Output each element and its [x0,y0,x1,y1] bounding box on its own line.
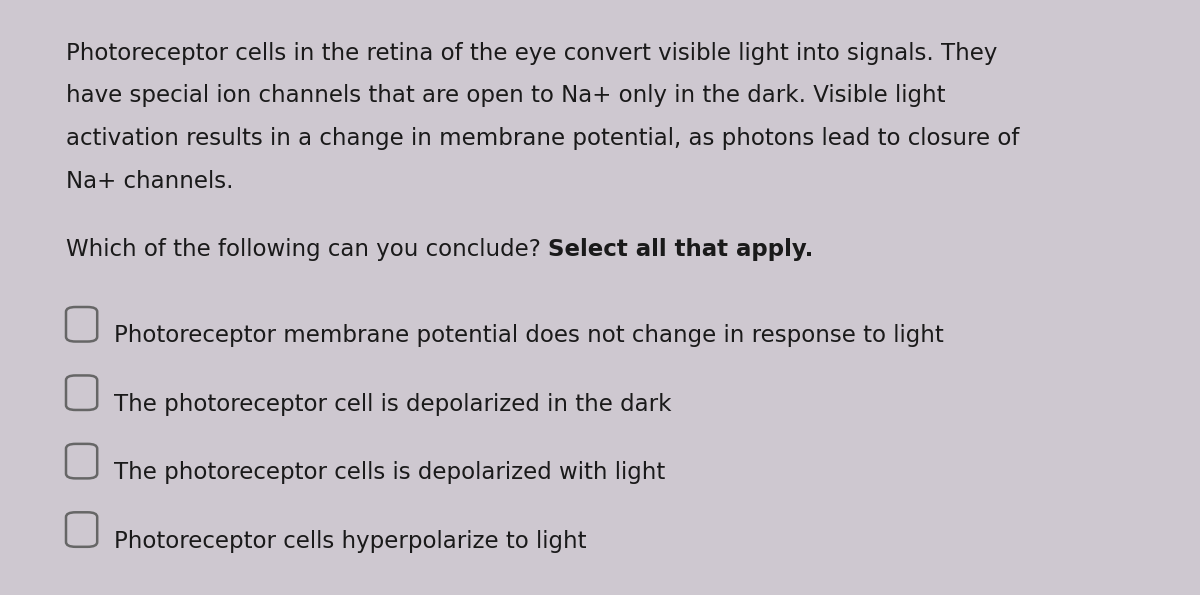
Text: Photoreceptor cells hyperpolarize to light: Photoreceptor cells hyperpolarize to lig… [114,530,587,553]
Text: The photoreceptor cell is depolarized in the dark: The photoreceptor cell is depolarized in… [114,393,672,416]
FancyBboxPatch shape [66,307,97,342]
Text: The photoreceptor cells is depolarized with light: The photoreceptor cells is depolarized w… [114,461,665,484]
Text: Which of the following can you conclude?: Which of the following can you conclude? [66,238,548,261]
Text: Photoreceptor cells in the retina of the eye convert visible light into signals.: Photoreceptor cells in the retina of the… [66,42,997,65]
FancyBboxPatch shape [66,512,97,547]
Text: have special ion channels that are open to Na+ only in the dark. Visible light: have special ion channels that are open … [66,84,946,108]
FancyBboxPatch shape [66,375,97,410]
Text: Na+ channels.: Na+ channels. [66,170,234,193]
Text: Select all that apply.: Select all that apply. [548,238,814,261]
Text: Photoreceptor membrane potential does not change in response to light: Photoreceptor membrane potential does no… [114,324,943,347]
Text: activation results in a change in membrane potential, as photons lead to closure: activation results in a change in membra… [66,127,1019,151]
FancyBboxPatch shape [66,444,97,478]
